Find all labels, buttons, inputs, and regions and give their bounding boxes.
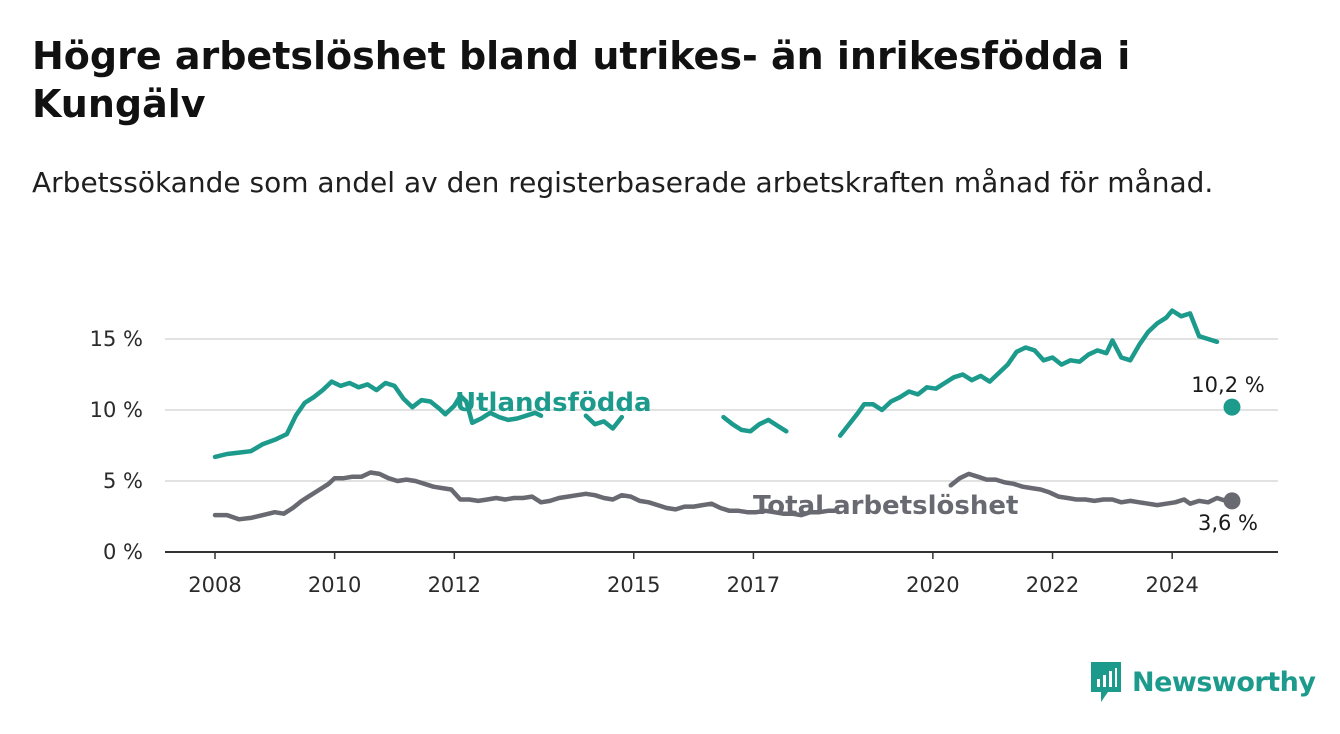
- series-line-foreign-born: [583, 413, 625, 431]
- chart-title: Högre arbetslöshet bland utrikes- än inr…: [32, 34, 1131, 126]
- series-name-label-total: Total arbetslöshet: [753, 491, 1018, 521]
- newsworthy-logo-icon: [1091, 662, 1121, 702]
- series-labels: 10,2 % 3,6 % Utlandsfödda Total arbetslöshe…: [455, 373, 1265, 535]
- series-line-foreign-born: [212, 379, 544, 460]
- grid-lines: [165, 338, 1278, 553]
- x-tick-label: 2024: [1145, 573, 1198, 597]
- x-axis: 2008 2010 2012 2015 2017 2020 2022 2024: [188, 552, 1199, 597]
- end-point-foreign-born: [1223, 398, 1241, 416]
- series-line-total: [948, 471, 1235, 508]
- end-value-label-foreign-born: 10,2 %: [1191, 373, 1264, 397]
- series-line-foreign-born: [837, 308, 1220, 438]
- x-tick-label: 2010: [308, 573, 361, 597]
- chart-subtitle: Arbetssökande som andel av den registerb…: [32, 166, 1214, 199]
- y-tick-label: 0 %: [103, 540, 143, 564]
- newsworthy-brand: Newsworthy: [1088, 660, 1316, 704]
- end-value-label-total: 3,6 %: [1198, 511, 1258, 535]
- end-point-total: [1223, 492, 1241, 510]
- y-tick-label: 15 %: [90, 327, 143, 351]
- x-tick-label: 2020: [906, 573, 959, 597]
- x-tick-label: 2022: [1026, 573, 1079, 597]
- y-tick-label: 5 %: [103, 469, 143, 493]
- series-name-label-foreign-born: Utlandsfödda: [455, 388, 652, 418]
- x-tick-label: 2012: [428, 573, 481, 597]
- series-line-total: [212, 470, 837, 522]
- x-tick-label: 2015: [607, 573, 660, 597]
- series-line-foreign-born: [721, 414, 789, 434]
- x-tick-label: 2008: [188, 573, 241, 597]
- y-tick-label: 10 %: [90, 398, 143, 422]
- x-tick-label: 2017: [727, 573, 780, 597]
- y-axis: 0 % 5 % 10 % 15 %: [90, 327, 143, 564]
- brand-name: Newsworthy: [1132, 666, 1316, 698]
- series-lines: [212, 308, 1241, 522]
